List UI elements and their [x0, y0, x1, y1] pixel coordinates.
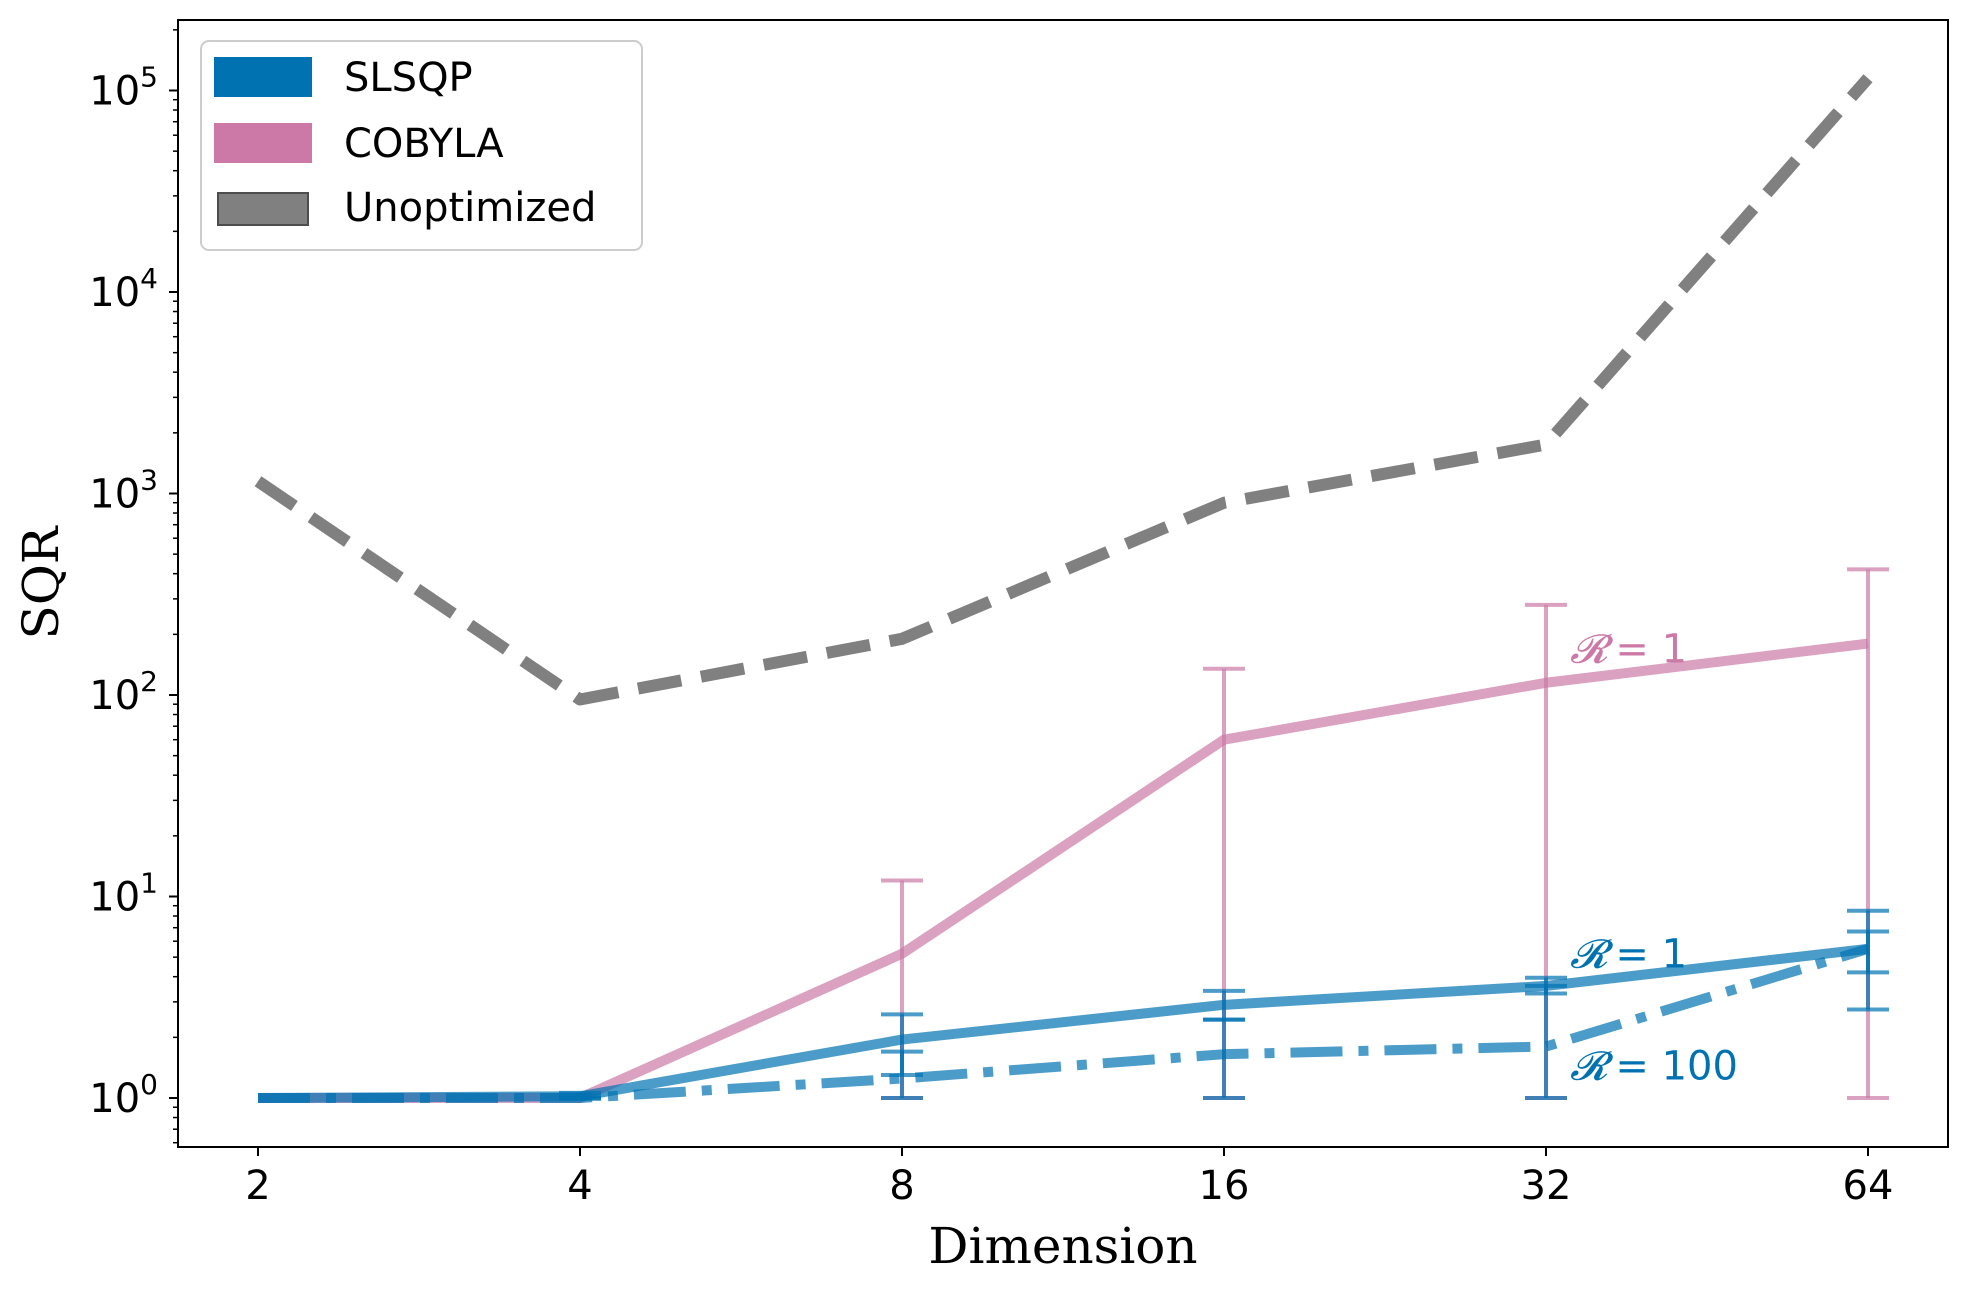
legend-swatch-cobyla: [214, 123, 312, 163]
x-ticks: 2 4 8 16 32 64: [245, 1147, 1893, 1209]
legend-label-cobyla: COBYLA: [344, 121, 504, 167]
series-annotation: 𝓡 = 100: [1570, 1043, 1738, 1089]
plot-frame: [177, 19, 1949, 1148]
legend-label-slsqp: SLSQP: [344, 55, 473, 101]
series-slsqp-r-100: [258, 929, 1889, 1103]
x-tick-label: 8: [889, 1163, 914, 1209]
legend-swatch-slsqp: [214, 57, 312, 97]
legend-label-unoptimized: Unoptimized: [344, 185, 596, 231]
y-tick-label: 104: [89, 262, 158, 316]
legend-swatch-unoptimized: [217, 192, 309, 226]
x-axis-title: Dimension: [928, 1217, 1197, 1275]
y-tick-label: 100: [89, 1068, 158, 1122]
series-line: [254, 74, 1873, 706]
y-tick-label: 103: [89, 464, 158, 518]
y-tick-label: 101: [89, 867, 158, 921]
series-annotation: 𝓡 = 1: [1570, 932, 1687, 978]
series-unoptimized: [254, 74, 1873, 706]
x-tick-label: 64: [1843, 1163, 1894, 1209]
series-line: [257, 943, 1869, 1103]
y-tick-label: 105: [89, 61, 158, 115]
annotation-layer: 𝓡 = 1 𝓡 = 1 𝓡 = 100: [1570, 627, 1738, 1090]
x-tick-label: 32: [1521, 1163, 1572, 1209]
y-tick-label: 102: [89, 665, 158, 719]
series-annotation: 𝓡 = 1: [1570, 627, 1687, 673]
x-tick-label: 16: [1199, 1163, 1250, 1209]
x-tick-label: 4: [567, 1163, 592, 1209]
y-axis-title: SQR: [12, 525, 70, 639]
series-line: [258, 944, 1870, 1103]
legend: SLSQP COBYLA Unoptimized: [200, 40, 643, 251]
series-layer: [254, 74, 1889, 1103]
x-tick-label: 2: [245, 1163, 270, 1209]
y-major-ticks: 100 101 102 103 104 105: [89, 61, 178, 1122]
